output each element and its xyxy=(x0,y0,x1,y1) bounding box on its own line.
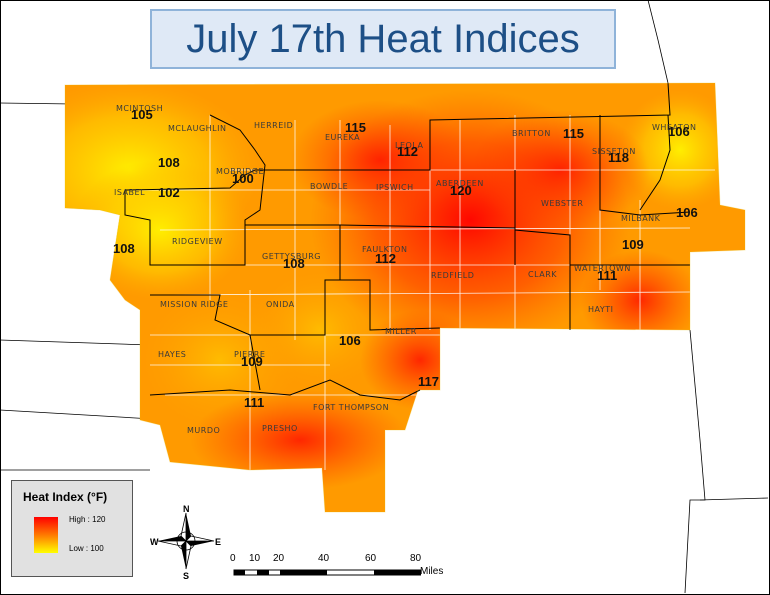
heat-value: 117 xyxy=(418,374,439,389)
compass-s: S xyxy=(183,571,189,581)
town-label: SISSETON xyxy=(592,147,636,156)
town-label: IPSWICH xyxy=(376,183,414,192)
town-label: HERREID xyxy=(254,121,294,130)
heat-value: 106 xyxy=(676,205,698,220)
town-label: GETTYSBURG xyxy=(262,252,321,261)
town-label: FAULKTON xyxy=(362,245,408,254)
compass-e: E xyxy=(215,537,221,547)
scale-tick: 10 xyxy=(249,553,261,564)
title-box: July 17th Heat Indices xyxy=(150,9,616,69)
map-title: July 17th Heat Indices xyxy=(186,16,580,61)
town-label: MILLER xyxy=(385,327,417,336)
heat-value: 106 xyxy=(339,333,361,348)
heat-value: 108 xyxy=(113,241,135,256)
scale-tick: 80 xyxy=(410,553,422,564)
scale-tick: 60 xyxy=(365,553,377,564)
heat-value: 100 xyxy=(232,171,254,186)
heat-value: 108 xyxy=(158,155,180,170)
legend: Heat Index (°F) High : 120 Low : 100 xyxy=(11,480,133,577)
town-label: WEBSTER xyxy=(541,199,584,208)
heat-value: 111 xyxy=(597,268,618,283)
town-label: WHEATON xyxy=(652,123,697,132)
town-label: LEOLA xyxy=(395,141,424,150)
heat-value: 109 xyxy=(241,354,263,369)
town-label: PIERRE xyxy=(234,350,266,359)
scale-tick: 0 xyxy=(230,553,236,564)
heat-value: 102 xyxy=(158,185,180,200)
town-label: RIDGEVIEW xyxy=(172,237,223,246)
town-label: EUREKA xyxy=(325,133,361,142)
town-label: MURDO xyxy=(187,426,221,435)
compass-w: W xyxy=(150,537,159,547)
heat-value: 118 xyxy=(608,150,629,165)
legend-title: Heat Index (°F) xyxy=(23,490,108,504)
town-label: PRESHO xyxy=(262,424,298,433)
town-label: BRITTON xyxy=(512,129,551,138)
legend-low-label: Low : 100 xyxy=(69,544,104,553)
heat-value: 120 xyxy=(450,183,472,198)
region-outline xyxy=(64,82,746,513)
scale-unit: Miles xyxy=(420,566,444,577)
heat-value: 109 xyxy=(622,237,644,252)
town-label: WATERTOWN xyxy=(574,264,631,273)
town-label: ONIDA xyxy=(266,300,295,309)
heat-value: 112 xyxy=(375,251,396,266)
scale-tick: 40 xyxy=(318,553,330,564)
town-label: MCINTOSH xyxy=(116,104,164,113)
town-label: CLARK xyxy=(528,270,558,279)
heat-value: 105 xyxy=(131,107,153,122)
town-label: HAYES xyxy=(158,350,187,359)
town-label: MOBRIDGE xyxy=(216,167,265,176)
town-label: ABERDEEN xyxy=(436,179,484,188)
town-label: REDFIELD xyxy=(431,271,475,280)
heat-value: 115 xyxy=(563,126,584,141)
legend-color-ramp xyxy=(34,517,58,553)
town-label: BOWDLE xyxy=(310,182,349,191)
town-label: MCLAUGHLIN xyxy=(168,124,227,133)
heat-value: 108 xyxy=(283,256,305,271)
scale-tick: 20 xyxy=(273,553,285,564)
north-arrow-compass-icon: N S E W xyxy=(150,504,221,581)
cwa-boundaries xyxy=(124,82,691,401)
town-label: ISABEL xyxy=(114,188,146,197)
town-label: MILBANK xyxy=(621,214,661,223)
town-label: FORT THOMPSON xyxy=(313,403,390,412)
heat-value: 111 xyxy=(244,395,265,410)
scale-bar xyxy=(233,569,421,576)
heat-value: 115 xyxy=(345,120,366,135)
legend-high-label: High : 120 xyxy=(69,515,106,524)
compass-n: N xyxy=(183,504,190,514)
town-label: HAYTI xyxy=(588,305,614,314)
heat-value: 112 xyxy=(397,144,418,159)
town-label: MISSION RIDGE xyxy=(160,300,229,309)
heat-value: 106 xyxy=(668,124,690,139)
